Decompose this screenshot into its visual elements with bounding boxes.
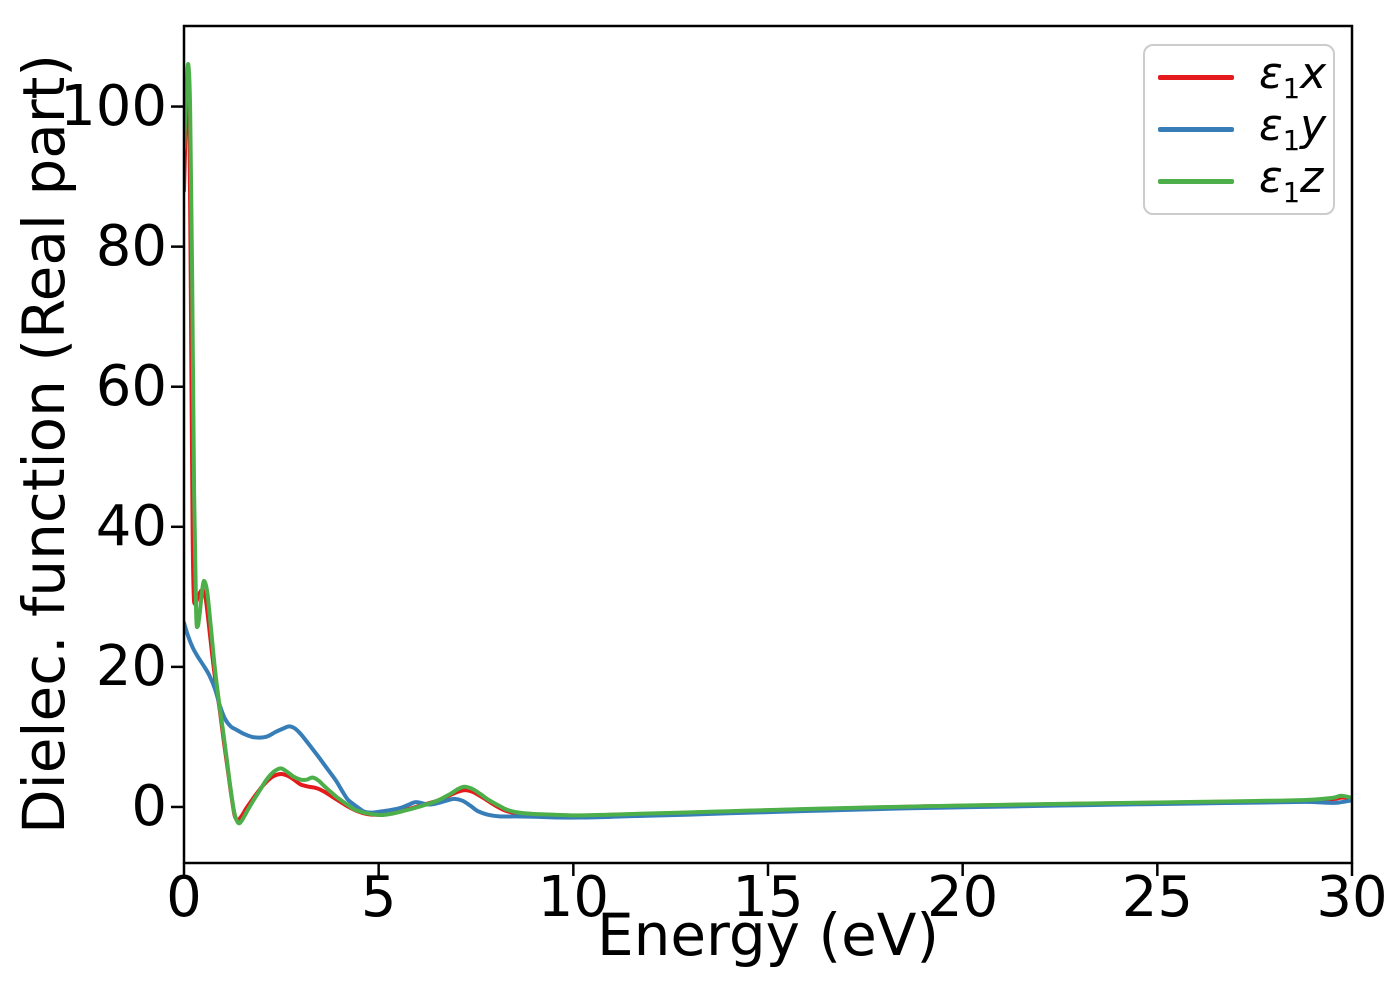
x-axis-label: Energy (eV) bbox=[596, 901, 940, 969]
subscript-1: 1 bbox=[1282, 125, 1301, 157]
axis-variable-z: z bbox=[1300, 151, 1324, 203]
y-axis-label: Dielec. function (Real part) bbox=[10, 53, 78, 835]
legend-box: ε1x ε1y ε1z bbox=[1143, 44, 1335, 215]
subscript-1: 1 bbox=[1282, 177, 1301, 209]
epsilon-symbol: ε bbox=[1259, 48, 1283, 100]
x-tick-label: 25 bbox=[1121, 865, 1193, 930]
x-tick-label: 5 bbox=[360, 865, 397, 930]
legend-label-eps1z: ε1z bbox=[1259, 155, 1323, 209]
y-tick-label: 60 bbox=[95, 353, 167, 419]
axis-tick-marks bbox=[171, 105, 1354, 876]
y-tick-label: 100 bbox=[60, 73, 167, 139]
legend-item-eps1z: ε1z bbox=[1145, 155, 1333, 207]
data-curves bbox=[184, 62, 1352, 826]
epsilon-symbol: ε bbox=[1259, 99, 1283, 151]
subscript-1: 1 bbox=[1282, 74, 1301, 106]
epsilon-symbol: ε bbox=[1259, 151, 1283, 203]
y-tick-label: 40 bbox=[95, 493, 167, 559]
axis-variable-x: x bbox=[1300, 48, 1327, 100]
legend-line-green bbox=[1158, 178, 1234, 184]
curve-eps1z bbox=[184, 62, 1352, 826]
x-tick-label: 10 bbox=[537, 865, 609, 930]
x-tick-label: 0 bbox=[166, 865, 202, 930]
y-tick-label: 0 bbox=[131, 773, 167, 839]
x-tick-label: 15 bbox=[732, 865, 804, 930]
x-tick-label: 20 bbox=[927, 865, 999, 930]
x-tick-label: 30 bbox=[1316, 865, 1388, 930]
axes-spines bbox=[182, 24, 1354, 865]
legend-item-eps1x: ε1x bbox=[1145, 52, 1333, 104]
y-tick-label: 80 bbox=[95, 213, 167, 279]
curve-eps1y bbox=[184, 620, 1352, 820]
legend-label-eps1x: ε1x bbox=[1259, 52, 1326, 103]
legend-label-eps1y: ε1y bbox=[1259, 103, 1326, 157]
legend-line-blue bbox=[1158, 127, 1234, 132]
legend-line-red bbox=[1158, 75, 1234, 81]
axis-variable-y: y bbox=[1300, 99, 1327, 151]
legend-item-eps1y: ε1y bbox=[1145, 103, 1333, 157]
y-tick-label: 20 bbox=[95, 633, 167, 699]
